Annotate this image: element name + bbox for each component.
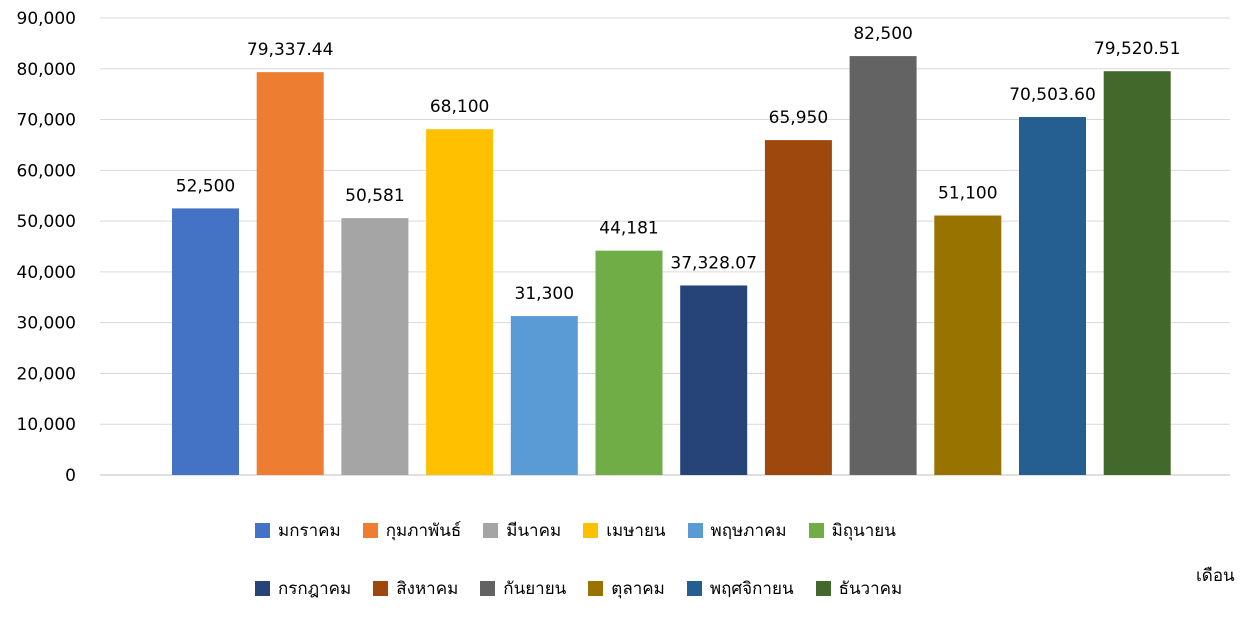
bar	[341, 218, 409, 475]
legend-item: มิถุนายน	[808, 517, 896, 544]
legend-swatch	[686, 580, 702, 596]
bar	[1103, 71, 1171, 475]
data-label: 50,581	[345, 186, 404, 206]
legend-label: พฤษภาคม	[710, 520, 787, 541]
bar	[595, 250, 663, 475]
data-label: 82,500	[853, 24, 912, 44]
legend-label: กันยายน	[503, 578, 567, 599]
legend-label: มิถุนายน	[831, 520, 896, 541]
x-axis-label: เดือน	[1196, 566, 1235, 586]
legend-item: มีนาคม	[483, 517, 561, 544]
legend-item: ตุลาคม	[588, 575, 665, 602]
bar	[256, 72, 324, 475]
legend-label: มีนาคม	[506, 520, 562, 541]
legend-swatch	[483, 522, 499, 538]
legend: มกราคม กุมภาพันธ์ มีนาคม เมษายน พฤษภาคม มิถุน…	[255, 516, 1115, 632]
y-tick-label: 10,000	[17, 415, 76, 435]
bar	[934, 215, 1002, 475]
data-label: 51,100	[938, 184, 997, 204]
bar	[680, 285, 748, 475]
legend-item: กันยายน	[480, 575, 566, 602]
y-tick-label: 30,000	[17, 314, 76, 334]
legend-label: มกราคม	[278, 520, 341, 541]
y-axis-ticks: 0 10,000 20,000 30,000 40,000 50,000 60,000 70,…	[17, 9, 76, 486]
legend-swatch	[815, 580, 831, 596]
legend-swatch	[808, 522, 824, 538]
bar	[849, 56, 917, 475]
legend-item: พฤศจิกายน	[686, 575, 794, 602]
data-label: 65,950	[769, 108, 828, 128]
legend-item: พฤษภาคม	[687, 517, 787, 544]
legend-item: เมษายน	[583, 517, 666, 544]
y-tick-label: 70,000	[17, 111, 76, 131]
data-labels: 52,500 79,337.44 50,581 68,100 31,300 44,181 3…	[176, 24, 1181, 304]
bar	[510, 316, 578, 475]
legend-swatch	[687, 522, 703, 538]
legend-row: มกราคม กุมภาพันธ์ มีนาคม เมษายน พฤษภาคม มิถุน…	[255, 516, 1115, 544]
legend-swatch	[362, 522, 378, 538]
y-tick-label: 90,000	[17, 9, 76, 29]
y-tick-label: 0	[65, 466, 76, 486]
legend-label: ตุลาคม	[611, 578, 665, 599]
data-label: 37,328.07	[670, 253, 757, 273]
legend-item: สิงหาคม	[373, 575, 458, 602]
y-tick-label: 40,000	[17, 263, 76, 283]
data-label: 52,500	[176, 176, 235, 196]
legend-swatch	[480, 580, 496, 596]
y-tick-label: 50,000	[17, 212, 76, 232]
data-label: 70,503.60	[1009, 85, 1096, 105]
bars	[172, 56, 1171, 476]
data-label: 31,300	[515, 284, 574, 304]
data-label: 44,181	[599, 219, 658, 239]
legend-label: กุมภาพันธ์	[385, 520, 462, 541]
legend-label: ธันวาคม	[838, 578, 903, 599]
legend-label: เมษายน	[606, 520, 666, 541]
legend-swatch	[255, 580, 270, 596]
y-tick-label: 80,000	[17, 60, 76, 80]
data-label: 68,100	[430, 97, 489, 117]
legend-swatch	[588, 580, 604, 596]
legend-swatch	[373, 580, 389, 596]
legend-item: มกราคม	[255, 517, 341, 544]
legend-label: พฤศจิกายน	[709, 578, 794, 599]
legend-row: กรกฎาคม สิงหาคม กันยายน ตุลาคม พฤศจิกายน ธันว…	[255, 574, 1115, 602]
data-label: 79,337.44	[247, 40, 334, 60]
y-tick-label: 20,000	[17, 364, 76, 384]
legend-label: กรกฎาคม	[278, 578, 352, 599]
y-tick-label: 60,000	[17, 161, 76, 181]
legend-swatch	[583, 522, 599, 538]
bar	[1019, 116, 1086, 476]
legend-swatch	[255, 522, 270, 538]
data-label: 79,520.51	[1094, 39, 1181, 59]
legend-label: สิงหาคม	[396, 578, 459, 599]
bar	[172, 208, 239, 475]
legend-item: ธันวาคม	[815, 575, 903, 602]
bar	[764, 140, 832, 476]
legend-item: กุมภาพันธ์	[362, 517, 462, 544]
bar	[426, 129, 494, 475]
legend-item: กรกฎาคม	[255, 575, 351, 602]
bar-chart: 0 10,000 20,000 30,000 40,000 50,000 60,000 70,…	[17, 9, 1230, 486]
